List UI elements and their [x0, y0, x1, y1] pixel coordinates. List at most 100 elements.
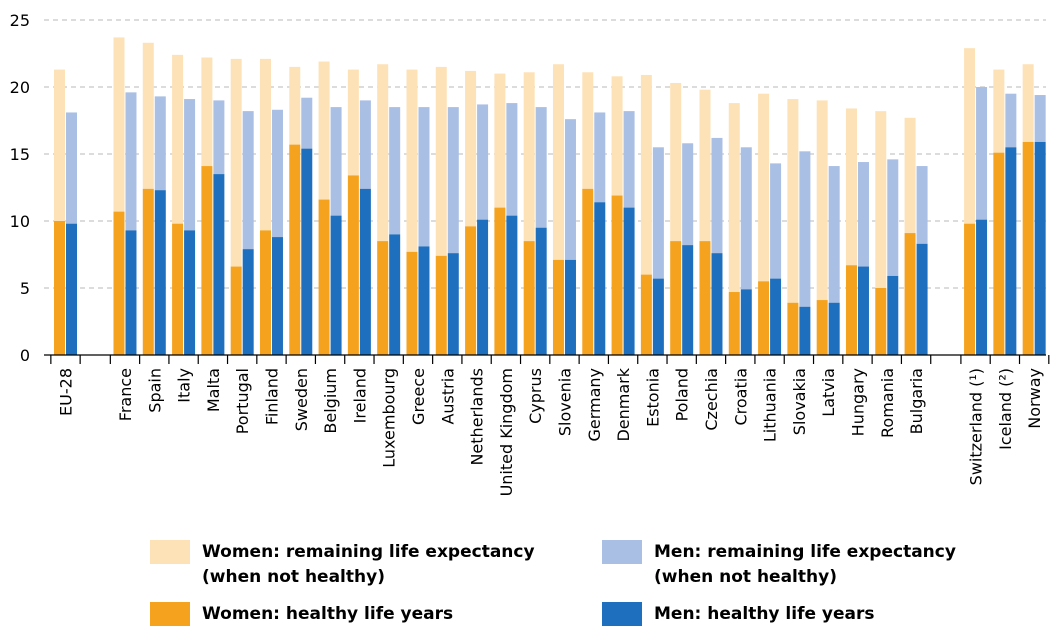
bar-men-healthy-12 — [447, 253, 459, 355]
bar-men-remaining-31 — [1034, 95, 1046, 142]
bar-women-healthy-30 — [993, 152, 1005, 355]
bar-women-remaining-21 — [699, 89, 711, 242]
legend-swatch-men-healthy — [602, 602, 642, 626]
x-category-label-10: Luxembourg — [380, 368, 399, 468]
bar-men-healthy-6 — [271, 237, 283, 355]
bar-women-healthy-1 — [113, 211, 125, 355]
x-category-label-11: Greece — [409, 368, 428, 425]
bar-women-remaining-5 — [230, 58, 242, 267]
bar-men-remaining-13 — [477, 104, 489, 220]
y-tick-label-20: 20 — [10, 78, 30, 97]
bar-women-healthy-24 — [787, 302, 799, 355]
bar-men-healthy-8 — [330, 215, 342, 355]
bar-men-remaining-1 — [125, 92, 137, 231]
bar-women-remaining-7 — [289, 66, 301, 145]
x-category-label-23: Lithuania — [761, 368, 780, 442]
bar-women-remaining-19 — [640, 74, 652, 275]
x-category-label-9: Ireland — [350, 368, 369, 423]
bar-women-remaining-18 — [611, 76, 623, 196]
bar-men-remaining-2 — [154, 96, 166, 191]
bar-women-healthy-2 — [142, 188, 154, 355]
bar-men-remaining-21 — [711, 137, 723, 254]
legend-label-women-healthy: Women: healthy life years — [202, 604, 454, 624]
x-category-label-3: Italy — [175, 368, 194, 403]
bar-men-healthy-9 — [359, 188, 371, 355]
bar-men-healthy-0 — [66, 223, 77, 355]
bar-women-healthy-7 — [289, 144, 301, 355]
bar-men-remaining-18 — [623, 111, 635, 208]
bar-women-remaining-27 — [875, 111, 887, 289]
bar-women-healthy-0 — [54, 221, 65, 355]
legend-item-women-remaining: Women: remaining life expectancy (when n… — [150, 540, 562, 590]
bar-women-healthy-23 — [758, 281, 770, 355]
bar-men-remaining-9 — [359, 100, 371, 189]
bar-women-remaining-1 — [113, 37, 125, 212]
bar-men-healthy-25 — [828, 302, 840, 355]
bar-women-healthy-26 — [845, 265, 857, 355]
bar-women-remaining-28 — [904, 117, 916, 234]
x-category-label-12: Austria — [438, 368, 457, 425]
bar-women-remaining-20 — [670, 82, 682, 242]
bar-women-remaining-17 — [582, 72, 594, 189]
legend-label-women-remaining: Women: remaining life expectancy (when n… — [202, 542, 535, 587]
bar-women-healthy-3 — [172, 223, 184, 355]
x-category-label-26: Hungary — [848, 368, 867, 436]
bar-women-healthy-5 — [230, 266, 242, 355]
bar-women-remaining-22 — [728, 103, 740, 293]
x-category-label-8: Belgium — [321, 368, 340, 434]
x-category-label-25: Latvia — [819, 368, 838, 417]
bar-men-remaining-20 — [682, 143, 694, 246]
bar-women-remaining-15 — [523, 72, 535, 242]
legend-item-women-healthy: Women: healthy life years — [150, 602, 562, 627]
legend-item-men-healthy: Men: healthy life years — [602, 602, 1014, 627]
x-category-label-27: Romania — [878, 368, 897, 438]
bar-men-remaining-28 — [916, 166, 928, 244]
bar-women-remaining-29 — [964, 48, 976, 224]
bar-men-healthy-21 — [711, 253, 723, 355]
y-axis-tick-labels: 0 5 10 15 20 25 — [10, 11, 30, 365]
y-tick-label-5: 5 — [20, 279, 30, 298]
bar-women-healthy-10 — [377, 241, 389, 355]
bar-men-remaining-10 — [389, 107, 401, 235]
bar-men-healthy-7 — [301, 148, 313, 355]
bar-women-healthy-31 — [1022, 141, 1034, 355]
bar-women-healthy-16 — [552, 259, 564, 355]
bar-men-healthy-29 — [976, 219, 988, 355]
bar-men-healthy-1 — [125, 230, 137, 355]
bar-women-healthy-19 — [640, 274, 652, 355]
bar-men-remaining-3 — [184, 99, 196, 231]
bar-women-remaining-13 — [465, 70, 477, 227]
bar-women-remaining-12 — [435, 66, 447, 256]
x-category-label-7: Sweden — [292, 368, 311, 431]
bar-women-healthy-17 — [582, 188, 594, 355]
bar-women-healthy-18 — [611, 195, 623, 355]
bar-men-healthy-26 — [857, 266, 869, 355]
bar-men-remaining-5 — [242, 111, 254, 250]
x-category-label-22: Croatia — [731, 368, 750, 426]
bar-women-remaining-3 — [172, 54, 184, 224]
bar-men-healthy-28 — [916, 243, 928, 355]
bar-men-remaining-25 — [828, 166, 840, 303]
bar-men-healthy-19 — [652, 278, 664, 355]
y-tick-label-15: 15 — [10, 145, 30, 164]
x-category-label-13: Netherlands — [468, 368, 487, 466]
bar-men-remaining-27 — [887, 159, 899, 276]
bar-men-healthy-24 — [799, 306, 811, 355]
x-category-label-1: France — [116, 368, 135, 421]
bar-men-healthy-2 — [154, 190, 166, 355]
bar-women-healthy-20 — [670, 241, 682, 355]
bar-men-healthy-20 — [682, 245, 694, 355]
bar-men-remaining-0 — [66, 112, 77, 224]
bar-women-remaining-11 — [406, 69, 418, 252]
bar-women-remaining-9 — [347, 69, 359, 176]
x-category-label-28: Bulgaria — [907, 368, 926, 434]
x-category-label-18: Denmark — [614, 367, 633, 441]
x-category-label-30: Iceland (²) — [996, 368, 1015, 450]
bar-women-healthy-25 — [816, 300, 828, 355]
bar-men-remaining-26 — [857, 162, 869, 267]
legend: Women: remaining life expectancy (when n… — [150, 540, 1050, 630]
legend-label-men-healthy: Men: healthy life years — [654, 604, 875, 624]
bar-women-healthy-12 — [435, 255, 447, 355]
bar-women-remaining-2 — [142, 42, 154, 189]
bar-women-remaining-23 — [758, 93, 770, 282]
